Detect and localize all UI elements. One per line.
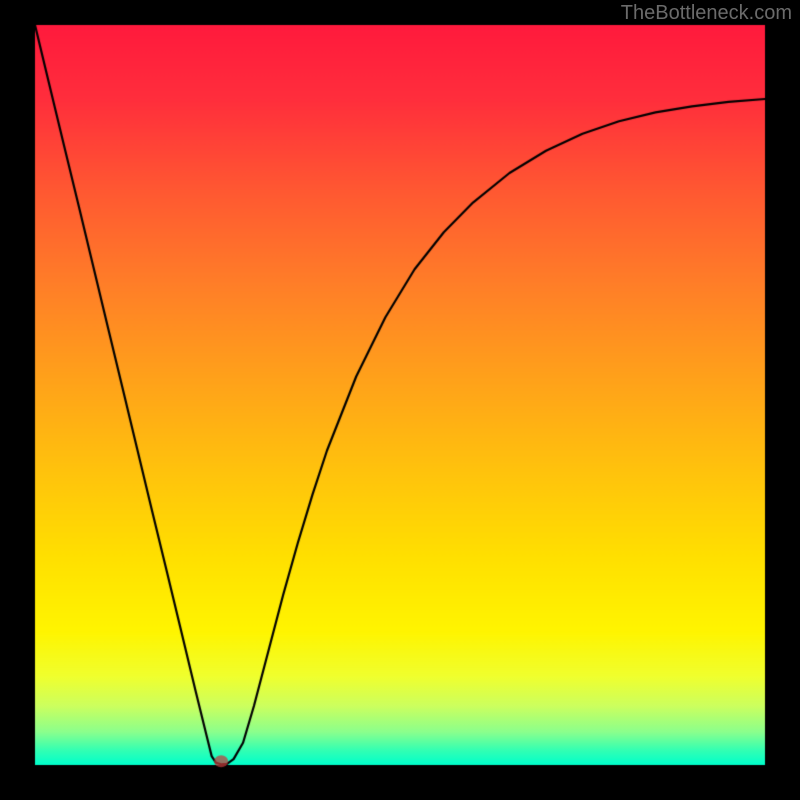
chart-canvas [0,0,800,800]
watermark-text: TheBottleneck.com [621,2,792,25]
chart-container: TheBottleneck.com [0,0,800,800]
